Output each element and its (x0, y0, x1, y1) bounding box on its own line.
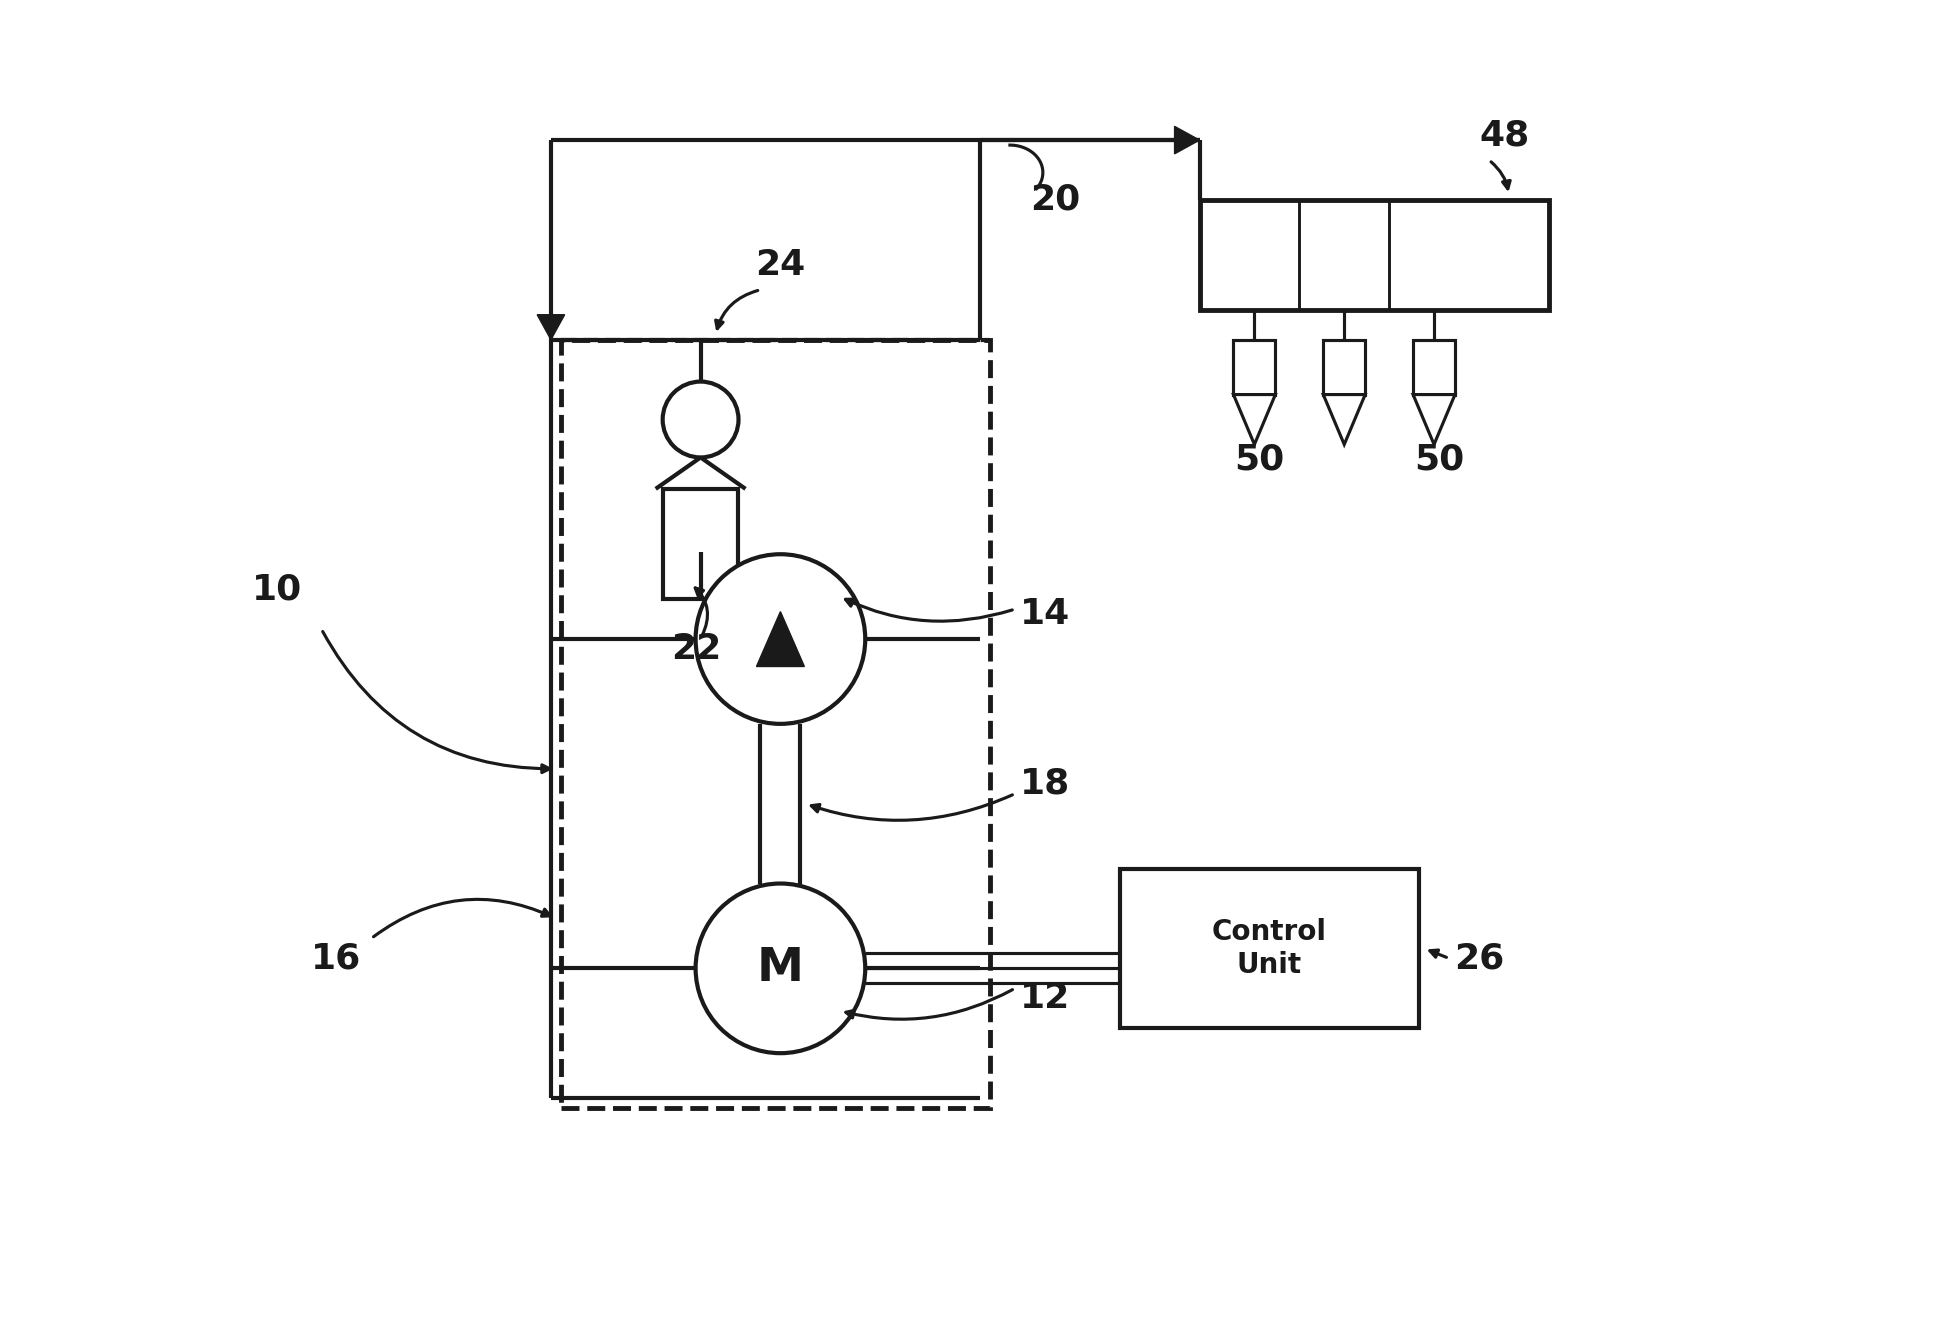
Polygon shape (1412, 394, 1456, 445)
Circle shape (695, 554, 866, 724)
Bar (1322, 340, 1365, 394)
Bar (1121, 868, 1418, 1029)
Text: 10: 10 (251, 572, 302, 607)
Polygon shape (756, 612, 805, 666)
Text: 12: 12 (1021, 981, 1070, 1016)
Text: 50: 50 (1414, 442, 1463, 476)
Bar (664, 489, 739, 599)
Text: 20: 20 (1030, 183, 1079, 216)
Polygon shape (1322, 394, 1365, 445)
Text: 26: 26 (1454, 942, 1505, 975)
Bar (1199, 200, 1550, 310)
Text: M: M (756, 946, 803, 991)
Polygon shape (537, 315, 564, 340)
Text: 48: 48 (1479, 119, 1530, 152)
Circle shape (695, 884, 866, 1053)
Text: 16: 16 (311, 942, 362, 975)
Text: 22: 22 (670, 632, 721, 666)
Text: Control
Unit: Control Unit (1213, 918, 1326, 979)
Bar (560, 340, 989, 1108)
Text: 14: 14 (1021, 598, 1070, 630)
Polygon shape (1175, 127, 1199, 154)
Bar (1234, 340, 1275, 394)
Circle shape (662, 381, 739, 458)
Text: 18: 18 (1021, 766, 1070, 801)
Text: 50: 50 (1234, 442, 1285, 476)
Polygon shape (1234, 394, 1275, 445)
Bar (1412, 340, 1456, 394)
Text: 24: 24 (756, 248, 805, 282)
